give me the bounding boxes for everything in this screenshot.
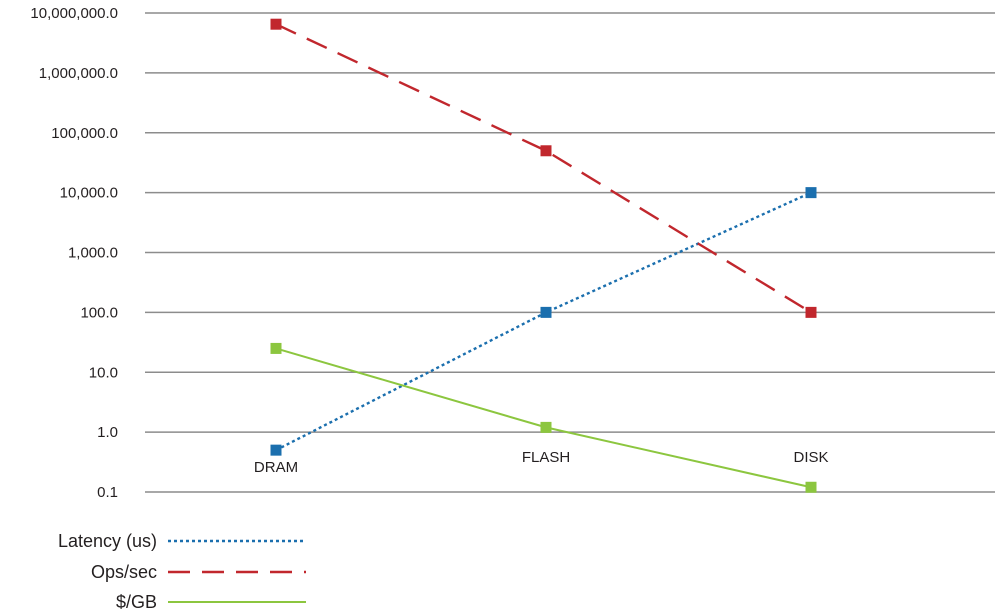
data-point-marker	[270, 444, 282, 456]
y-tick-label: 100,000.0	[51, 125, 118, 142]
series-lines	[270, 18, 817, 493]
series-line	[275, 23, 812, 314]
data-point-marker	[805, 481, 817, 493]
legend-label: Latency (us)	[58, 531, 157, 551]
legend-label: $/GB	[116, 592, 157, 612]
y-tick-label: 1,000.0	[68, 245, 118, 262]
legend-label: Ops/sec	[91, 562, 157, 582]
y-tick-label: 0.1	[97, 484, 118, 501]
category-label: DRAM	[254, 459, 298, 476]
category-labels: DRAM FLASH DISK	[254, 449, 829, 476]
y-axis-tick-labels: 0.1 1.0 10.0 100.0 1,000.0 10,000.0 100,000.0 1…	[30, 5, 118, 501]
y-tick-label: 1,000,000.0	[39, 65, 118, 82]
data-point-marker	[270, 18, 282, 30]
category-label: DISK	[793, 449, 828, 466]
y-tick-label: 10,000,000.0	[30, 5, 118, 22]
y-tick-label: 1.0	[97, 424, 118, 441]
category-label: FLASH	[522, 449, 570, 466]
legend: Latency (us) Ops/sec $/GB	[58, 531, 306, 612]
data-point-marker	[270, 342, 282, 354]
data-point-marker	[805, 306, 817, 318]
series-line	[275, 347, 812, 489]
data-point-marker	[540, 145, 552, 157]
y-tick-label: 100.0	[80, 304, 118, 321]
gridlines	[145, 12, 995, 493]
data-point-marker	[540, 306, 552, 318]
data-point-marker	[540, 421, 552, 433]
series-line	[275, 191, 812, 452]
y-tick-label: 10,000.0	[60, 185, 118, 202]
y-tick-label: 10.0	[89, 364, 118, 381]
data-point-marker	[805, 187, 817, 199]
